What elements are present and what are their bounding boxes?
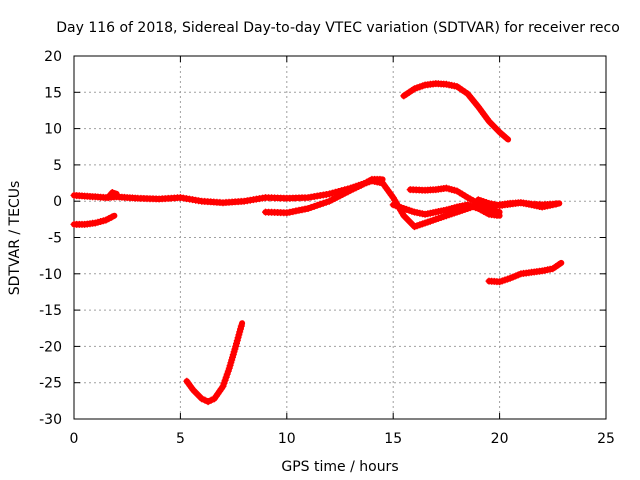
grid-layer <box>74 56 606 419</box>
x-axis-label: GPS time / hours <box>281 459 398 475</box>
data-point-marker <box>493 208 501 215</box>
data-point-marker <box>322 198 330 206</box>
data-point-marker <box>319 199 327 207</box>
tick-layer: 0 5 10 15 20 25 -30 -25 -20 -15 -10 -5 0 5 10 15 20 <box>39 49 615 447</box>
series-upper-band <box>262 175 386 217</box>
data-point-marker <box>108 189 116 196</box>
data-point-marker <box>204 398 212 406</box>
data-point-marker <box>325 190 333 198</box>
y-tick-label: -10 <box>39 267 62 283</box>
y-tick-label: 0 <box>53 194 62 210</box>
y-tick-label: 5 <box>53 158 62 174</box>
series-early-low <box>70 212 118 228</box>
y-tick-label: 10 <box>44 122 62 138</box>
data-point-marker <box>224 367 232 375</box>
series-arc-top <box>400 80 512 143</box>
data-point-marker <box>221 376 229 384</box>
data-point-marker <box>223 370 231 378</box>
series-trace-right <box>474 196 563 211</box>
data-point-marker <box>313 201 321 209</box>
series-layer <box>70 80 565 406</box>
data-point-marker <box>552 200 560 208</box>
y-tick-label: -20 <box>39 339 62 355</box>
y-tick-label: 20 <box>44 49 62 65</box>
x-tick-label: 5 <box>176 431 185 447</box>
series-early-spike <box>104 189 120 202</box>
data-point-marker <box>222 373 230 381</box>
y-tick-label: -25 <box>39 376 62 392</box>
data-point-marker <box>108 213 116 221</box>
y-tick-label: -30 <box>39 412 62 428</box>
data-point-marker <box>310 202 318 210</box>
x-tick-label: 25 <box>597 431 615 447</box>
x-tick-label: 15 <box>384 431 402 447</box>
data-point-marker <box>289 208 297 216</box>
data-point-marker <box>328 189 336 197</box>
data-point-marker <box>201 396 209 404</box>
data-point-marker <box>549 201 557 209</box>
y-tick-label: -15 <box>39 303 62 319</box>
x-tick-label: 0 <box>70 431 79 447</box>
data-point-marker <box>304 205 312 212</box>
data-point-marker <box>220 379 228 387</box>
data-point-marker <box>198 395 206 403</box>
series-right-low <box>485 259 565 286</box>
data-point-marker <box>219 382 227 390</box>
y-axis-label: SDTVAR / TECUs <box>7 181 23 296</box>
chart-title: Day 116 of 2018, Sidereal Day-to-day VTE… <box>56 20 620 36</box>
data-point-marker <box>376 175 384 183</box>
y-tick-label: 15 <box>44 85 62 101</box>
data-point-marker <box>555 261 562 269</box>
series-trace-15-22 <box>389 201 503 219</box>
data-point-marker <box>502 134 510 142</box>
data-point-marker <box>331 188 339 196</box>
series-bottom-curve <box>183 320 246 406</box>
data-point-marker <box>237 322 245 330</box>
data-point-marker <box>207 396 215 404</box>
x-tick-label: 10 <box>278 431 296 447</box>
y-tick-label: -5 <box>48 231 62 247</box>
data-point-marker <box>316 200 324 208</box>
x-tick-label: 20 <box>491 431 509 447</box>
data-point-marker <box>307 203 315 211</box>
